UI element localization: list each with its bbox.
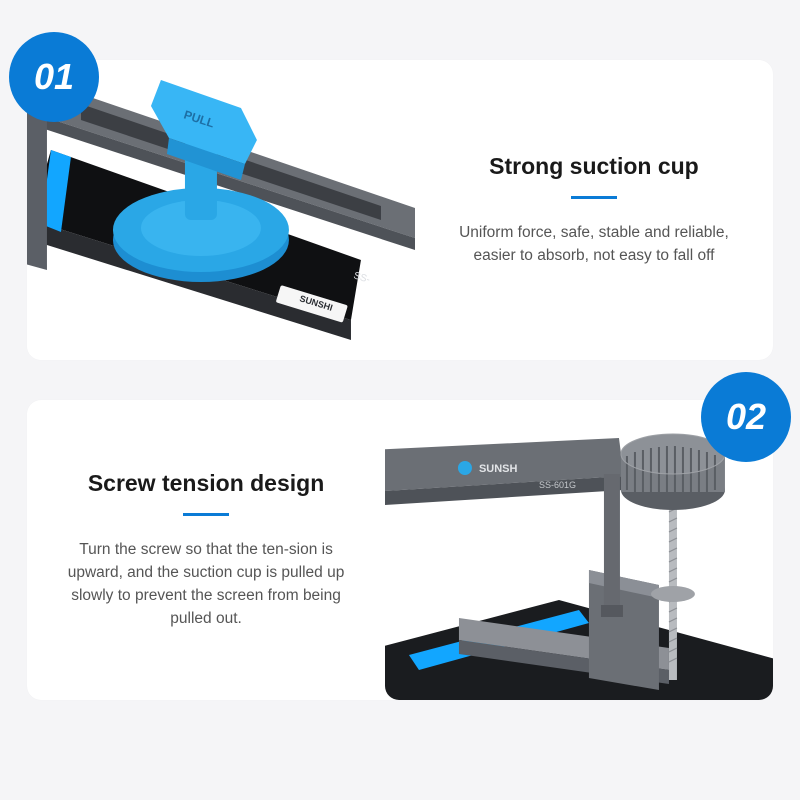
badge-number: 01 — [34, 56, 74, 98]
feature-text-01: Strong suction cup Uniform force, safe, … — [415, 60, 773, 360]
feature-card-01: 01 SUNSHI PULL — [27, 60, 773, 360]
feature-title: Screw tension design — [88, 470, 324, 497]
svg-text:SS-601G: SS-601G — [539, 480, 576, 490]
feature-card-02: 02 SUNSH SS-601G — [27, 400, 773, 700]
feature-body: Uniform force, safe, stable and reliable… — [445, 221, 743, 268]
accent-underline — [571, 196, 617, 199]
accent-underline — [183, 513, 229, 516]
feature-title: Strong suction cup — [489, 153, 699, 180]
feature-badge-02: 02 — [701, 372, 791, 462]
feature-text-02: Screw tension design Turn the screw so t… — [27, 400, 385, 700]
feature-badge-01: 01 — [9, 32, 99, 122]
svg-text:SUNSH: SUNSH — [479, 463, 518, 475]
feature-body: Turn the screw so that the ten-sion is u… — [57, 538, 355, 631]
badge-number: 02 — [726, 396, 766, 438]
